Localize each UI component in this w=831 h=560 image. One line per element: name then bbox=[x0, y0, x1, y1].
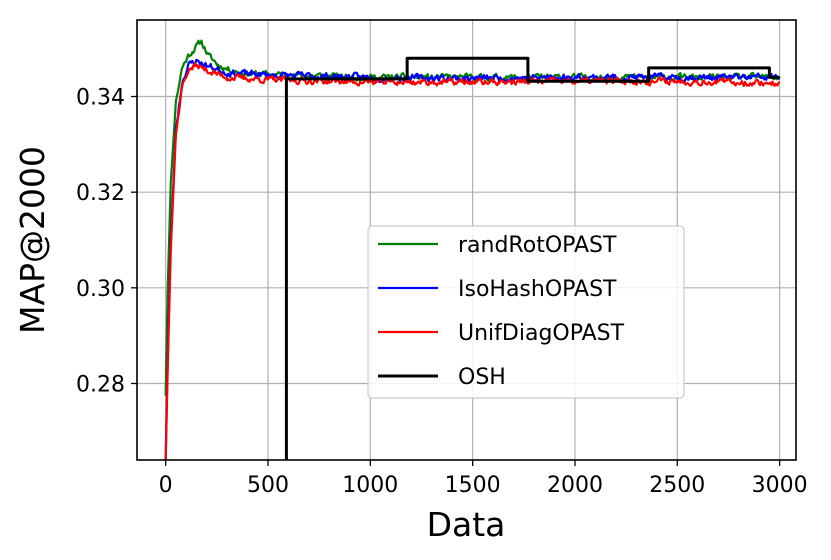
y-axis-label: MAP@2000 bbox=[13, 146, 52, 334]
series-line-UnifDiagOPAST bbox=[164, 62, 780, 460]
y-tick-label: 0.30 bbox=[76, 277, 125, 302]
plot-frame bbox=[136, 19, 797, 461]
y-tick-label: 0.32 bbox=[76, 181, 125, 206]
x-axis-label: Data bbox=[427, 505, 506, 544]
series-line-IsoHashOPAST bbox=[164, 58, 781, 460]
series-line-OSH bbox=[284, 56, 780, 460]
x-tick-label: 2500 bbox=[649, 473, 705, 498]
legend: randRotOPAST IsoHashOPAST UnifDiagOPAST OSH bbox=[367, 225, 685, 399]
x-tick-label: 2000 bbox=[547, 473, 603, 498]
x-tick-label: 0 bbox=[159, 473, 173, 498]
legend-label: OSH bbox=[458, 365, 506, 390]
x-tick-label: 3000 bbox=[752, 473, 808, 498]
y-tick-label: 0.28 bbox=[76, 372, 125, 397]
x-tick-label: 1000 bbox=[342, 473, 398, 498]
legend-label: UnifDiagOPAST bbox=[458, 321, 625, 346]
series-layer bbox=[164, 39, 781, 460]
x-tick-label: 500 bbox=[247, 473, 289, 498]
legend-label: IsoHashOPAST bbox=[458, 277, 617, 302]
x-tick-label: 1500 bbox=[445, 473, 501, 498]
axis-ticks: 0 500 1000 1500 2000 2500 3000 0.28 0.30 0.32 0.34 bbox=[76, 86, 808, 498]
legend-box bbox=[367, 225, 685, 399]
legend-label: randRotOPAST bbox=[458, 233, 617, 258]
y-tick-label: 0.34 bbox=[76, 86, 125, 111]
